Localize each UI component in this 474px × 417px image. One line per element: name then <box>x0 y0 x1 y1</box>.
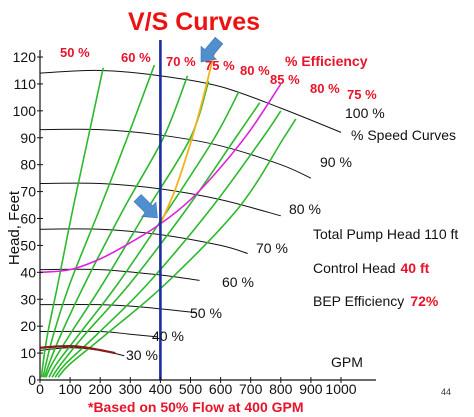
special-curves-group <box>39 40 282 380</box>
efficiency-curve-80-4 <box>48 91 240 378</box>
y-tick-label-100: 100 <box>13 103 37 119</box>
control-head-value: 40 ft <box>401 260 430 276</box>
eff-label-75a: 75 % <box>205 58 235 73</box>
speed-label-40: 40 % <box>152 328 184 344</box>
y-tick-label-0: 0 <box>28 372 36 388</box>
speed-curve-100-0 <box>39 69 342 133</box>
eff-label-75b: 75 % <box>347 87 377 102</box>
efficiency-curve-75-7 <box>57 118 297 378</box>
speed-label-50: 50 % <box>190 305 222 321</box>
annotation-notes: Total Pump Head 110 ft Control Head 40 ft… <box>88 226 458 415</box>
efficiency-labels-group: 50 % 60 % 70 % 75 % 80 % 85 % 80 % 75 % … <box>60 45 377 102</box>
bep-value: 72% <box>410 293 439 309</box>
y-tick-label-10: 10 <box>20 345 36 361</box>
eff-label-80a: 80 % <box>240 63 270 78</box>
x-tick-label-900: 900 <box>299 381 323 397</box>
efficiency-curve-70-2 <box>43 75 189 378</box>
efficiency-curve-75-3 <box>45 80 210 378</box>
speed-curve-60-4 <box>39 268 200 281</box>
x-tick-label-1000: 1000 <box>325 381 356 397</box>
efficiency-curves-group <box>40 64 297 378</box>
efficiency-curve-85-5 <box>51 102 261 378</box>
y-tick-label-90: 90 <box>20 130 36 146</box>
y-tick-label-110: 110 <box>14 76 37 92</box>
control-head-label: Control Head <box>313 260 396 276</box>
speed-label-70: 70 % <box>256 240 288 256</box>
bep-arrow <box>200 36 224 63</box>
x-tick-label-700: 700 <box>239 381 263 397</box>
y-tick-label-50: 50 <box>20 237 36 253</box>
footnote: *Based on 50% Flow at 400 GPM <box>88 399 304 415</box>
efficiency-curve-60-1 <box>42 64 156 378</box>
y-tick-label-80: 80 <box>20 157 36 173</box>
x-tick-label-400: 400 <box>149 381 173 397</box>
eff-label-60: 60 % <box>121 50 151 65</box>
bep-curve <box>159 51 216 225</box>
y-tick-label-120: 120 <box>13 49 37 65</box>
x-tick-label-0: 0 <box>36 381 44 397</box>
speed-curve-90-1 <box>39 128 312 179</box>
control-head-line: Control Head 40 ft <box>313 260 430 276</box>
bep-efficiency-line: BEP Efficiency 72% <box>313 293 439 309</box>
total-head-label: Total Pump Head 110 ft <box>313 226 458 242</box>
arrows-group <box>133 36 224 219</box>
speed-legend: % Speed Curves <box>351 127 456 143</box>
x-tick-label-300: 300 <box>119 381 143 397</box>
y-tick-label-30: 30 <box>20 291 36 307</box>
y-tick-label-20: 20 <box>20 318 36 334</box>
efficiency-curve-50-0 <box>40 67 104 378</box>
y-axis-label: Head, Feet <box>6 190 23 265</box>
speed-curve-40-6 <box>39 330 158 338</box>
speed-curve-50-5 <box>39 303 197 314</box>
speed-label-90: 90 % <box>320 154 352 170</box>
speed-label-60: 60 % <box>222 274 254 290</box>
speed-labels-group: 100 % % Speed Curves 90 % 80 % 70 % 60 %… <box>126 105 456 363</box>
eff-label-80b: 80 % <box>310 81 340 96</box>
operating-point-arrow <box>133 194 158 219</box>
eff-label-85: 85 % <box>270 72 300 87</box>
efficiency-legend: % Efficiency <box>285 53 368 69</box>
axes-group: 0 10 20 30 40 50 60 70 80 90 100 110 120 0 100 200 300 40… <box>13 49 376 397</box>
y-tick-label-70: 70 <box>20 184 36 200</box>
low-speed-curve <box>39 345 116 355</box>
x-axis-label: GPM <box>331 354 363 370</box>
speed-label-100: 100 % <box>345 105 385 121</box>
eff-label-70: 70 % <box>166 54 196 69</box>
bep-label: BEP Efficiency <box>313 293 404 309</box>
efficiency-curve-80-6 <box>54 110 282 378</box>
speed-label-30: 30 % <box>126 347 158 363</box>
x-tick-label-200: 200 <box>89 381 113 397</box>
x-tick-label-800: 800 <box>269 381 293 397</box>
chart-title: V/S Curves <box>128 8 260 36</box>
x-tick-label-600: 600 <box>209 381 233 397</box>
speed-label-80: 80 % <box>289 201 321 217</box>
x-tick-label-100: 100 <box>58 381 82 397</box>
page-number: 44 <box>441 387 451 397</box>
eff-label-50: 50 % <box>60 45 90 60</box>
y-tick-label-40: 40 <box>20 264 36 280</box>
y-tick-label-60: 60 <box>20 211 36 227</box>
x-tick-label-500: 500 <box>179 381 203 397</box>
